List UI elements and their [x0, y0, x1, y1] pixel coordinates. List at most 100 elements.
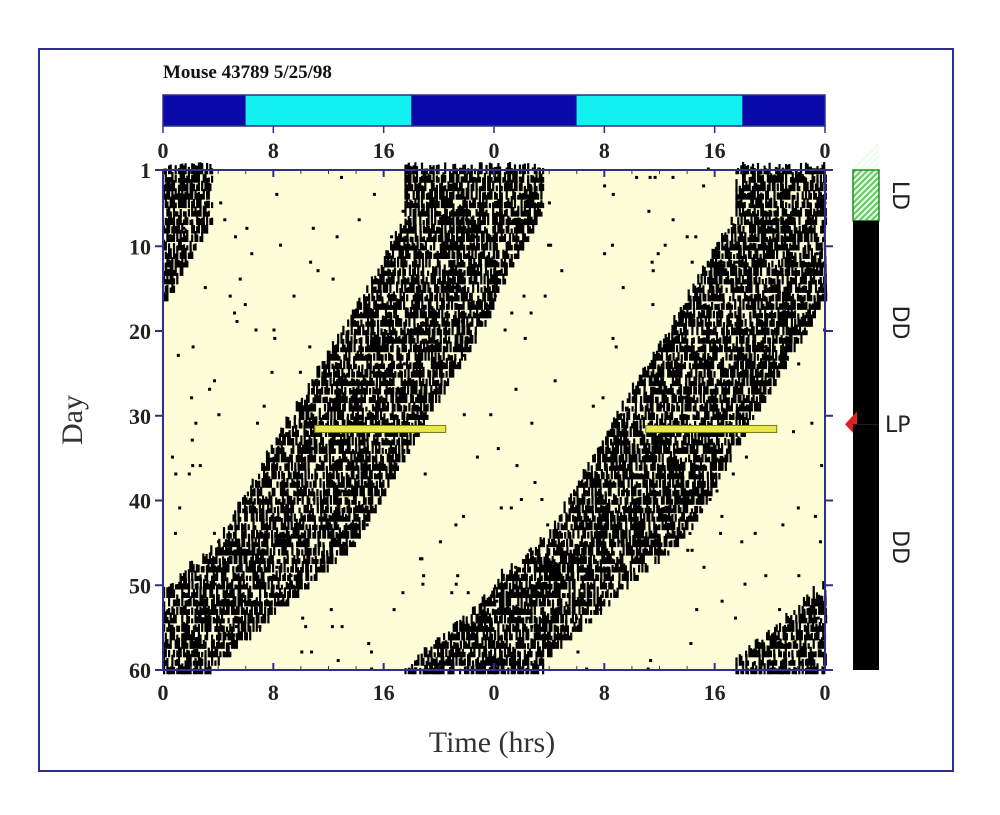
activity-tick	[745, 279, 748, 285]
activity-tick	[728, 256, 731, 268]
activity-tick	[721, 367, 724, 378]
activity-tick	[797, 303, 800, 310]
activity-tick	[778, 303, 781, 310]
activity-tick	[455, 225, 459, 234]
activity-tick	[385, 259, 388, 268]
activity-tick	[340, 434, 343, 446]
activity-tick	[767, 301, 770, 310]
activity-tick	[722, 457, 726, 463]
activity-tick	[714, 383, 717, 395]
activity-tick	[705, 489, 708, 497]
activity-tick	[427, 173, 430, 183]
activity-tick	[717, 431, 720, 437]
activity-tick	[751, 188, 755, 200]
activity-tick	[782, 236, 785, 243]
activity-tick	[621, 418, 624, 429]
activity-tick	[454, 358, 457, 370]
activity-tick	[813, 168, 816, 175]
activity-tick	[417, 274, 420, 285]
activity-tick	[318, 420, 321, 429]
activity-tick	[699, 383, 702, 395]
activity-tick	[447, 181, 450, 192]
activity-tick	[681, 332, 684, 344]
activity-tick	[422, 206, 425, 217]
activity-tick	[393, 403, 396, 412]
activity-tick	[368, 464, 371, 471]
activity-tick	[352, 386, 355, 395]
activity-tick	[407, 180, 410, 192]
activity-tick	[508, 240, 512, 251]
activity-tick	[293, 416, 296, 429]
activity-tick	[719, 309, 722, 319]
activity-tick	[390, 378, 393, 387]
activity-tick	[387, 276, 390, 285]
activity-tick	[659, 429, 662, 437]
activity-tick	[425, 294, 429, 302]
activity-tick	[363, 469, 367, 480]
activity-tick	[412, 174, 415, 183]
activity-tick	[172, 249, 176, 259]
activity-tick	[304, 456, 307, 463]
activity-tick	[399, 353, 402, 361]
activity-tick	[381, 416, 384, 429]
activity-tick	[617, 476, 620, 488]
activity-tick	[373, 406, 376, 412]
activity-tick	[799, 163, 803, 175]
activity-tick	[753, 168, 756, 175]
activity-tick	[669, 417, 672, 429]
activity-tick	[491, 284, 495, 293]
activity-tick	[756, 173, 760, 183]
activity-tick	[374, 441, 378, 454]
activity-tick	[742, 181, 745, 192]
activity-tick	[400, 281, 404, 293]
activity-tick	[614, 482, 617, 488]
activity-tick	[365, 406, 368, 412]
activity-tick	[735, 272, 738, 285]
activity-tick	[480, 287, 483, 293]
activity-tick	[377, 324, 380, 336]
activity-tick	[753, 188, 756, 200]
activity-tick	[432, 223, 435, 234]
activity-tick	[350, 314, 353, 327]
activity-tick	[793, 270, 796, 276]
noise-dot	[462, 353, 466, 357]
activity-tick	[822, 261, 825, 268]
activity-tick	[427, 369, 430, 378]
activity-tick	[739, 325, 742, 336]
activity-tick	[745, 180, 748, 192]
activity-tick	[701, 305, 704, 310]
activity-tick	[710, 346, 713, 353]
activity-tick	[177, 223, 181, 234]
activity-tick	[651, 429, 654, 437]
activity-tick	[660, 348, 664, 361]
activity-tick	[357, 402, 360, 412]
activity-tick	[201, 193, 204, 200]
activity-tick	[752, 383, 755, 395]
activity-tick	[460, 287, 463, 293]
activity-tick	[747, 387, 750, 395]
activity-tick	[414, 176, 417, 183]
activity-tick	[729, 443, 732, 454]
activity-tick	[307, 408, 310, 420]
activity-tick	[201, 180, 204, 192]
activity-tick	[492, 298, 495, 310]
activity-tick	[772, 227, 775, 234]
activity-tick	[764, 357, 768, 370]
activity-tick	[783, 220, 786, 226]
activity-tick	[384, 437, 387, 446]
activity-tick	[717, 347, 720, 353]
activity-tick	[643, 378, 646, 387]
activity-tick	[346, 490, 349, 497]
activity-tick	[631, 423, 634, 429]
activity-tick	[814, 202, 817, 209]
activity-tick	[499, 236, 502, 243]
activity-tick	[404, 421, 407, 429]
activity-tick	[768, 287, 771, 293]
activity-tick	[347, 478, 350, 488]
activity-tick	[164, 241, 167, 251]
activity-tick	[380, 395, 383, 404]
activity-tick	[480, 202, 483, 209]
activity-tick	[305, 403, 308, 412]
activity-tick	[261, 495, 265, 505]
activity-tick	[793, 343, 796, 353]
